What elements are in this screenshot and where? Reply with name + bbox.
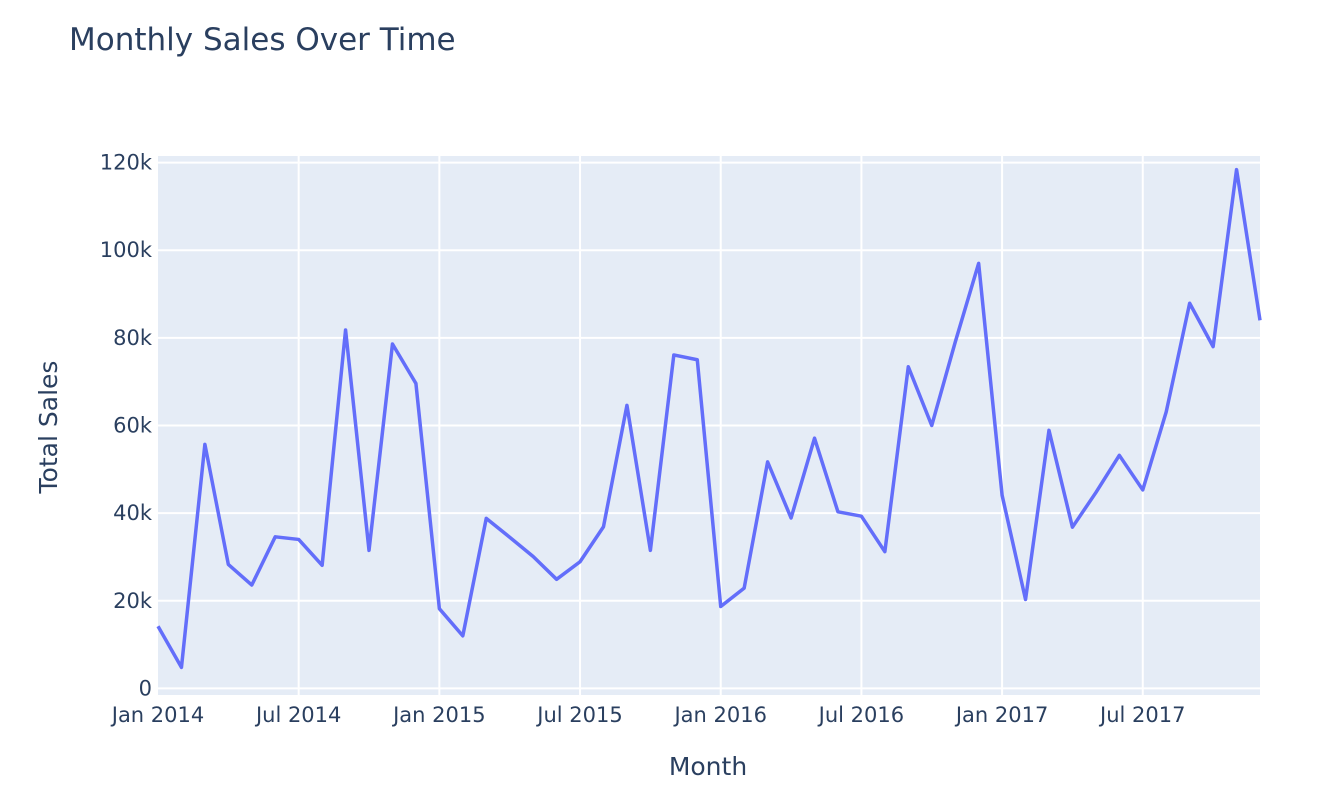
grid-lines: [158, 156, 1260, 695]
y-tick-label: 0: [139, 676, 152, 700]
y-tick-label: 60k: [113, 414, 153, 438]
x-tick-label: Jul 2014: [254, 703, 341, 727]
x-tick-label: Jan 2015: [391, 703, 486, 727]
y-axis-title: Total Sales: [34, 361, 63, 495]
y-tick-label: 80k: [113, 326, 153, 350]
x-tick-label: Jul 2015: [535, 703, 622, 727]
x-tick-label: Jan 2016: [672, 703, 767, 727]
chart-title: Monthly Sales Over Time: [69, 22, 456, 58]
x-tick-label: Jan 2014: [110, 703, 205, 727]
y-tick-label: 20k: [113, 589, 153, 613]
x-axis-title: Month: [669, 752, 747, 781]
series-line: [156, 167, 1262, 670]
x-tick-label: Jul 2016: [817, 703, 904, 727]
x-tick-label: Jul 2017: [1098, 703, 1185, 727]
x-axis-ticks: Jan 2014 Jul 2014 Jan 2015 Jul 2015 Jan 2016…: [110, 703, 1186, 727]
y-tick-label: 40k: [113, 501, 153, 525]
y-axis-ticks: 0 20k 40k 60k 80k 100k 120k: [100, 151, 153, 701]
y-tick-label: 120k: [100, 151, 153, 175]
x-tick-label: Jan 2017: [954, 703, 1049, 727]
series-layer: [156, 167, 1262, 670]
y-tick-label: 100k: [100, 238, 153, 262]
